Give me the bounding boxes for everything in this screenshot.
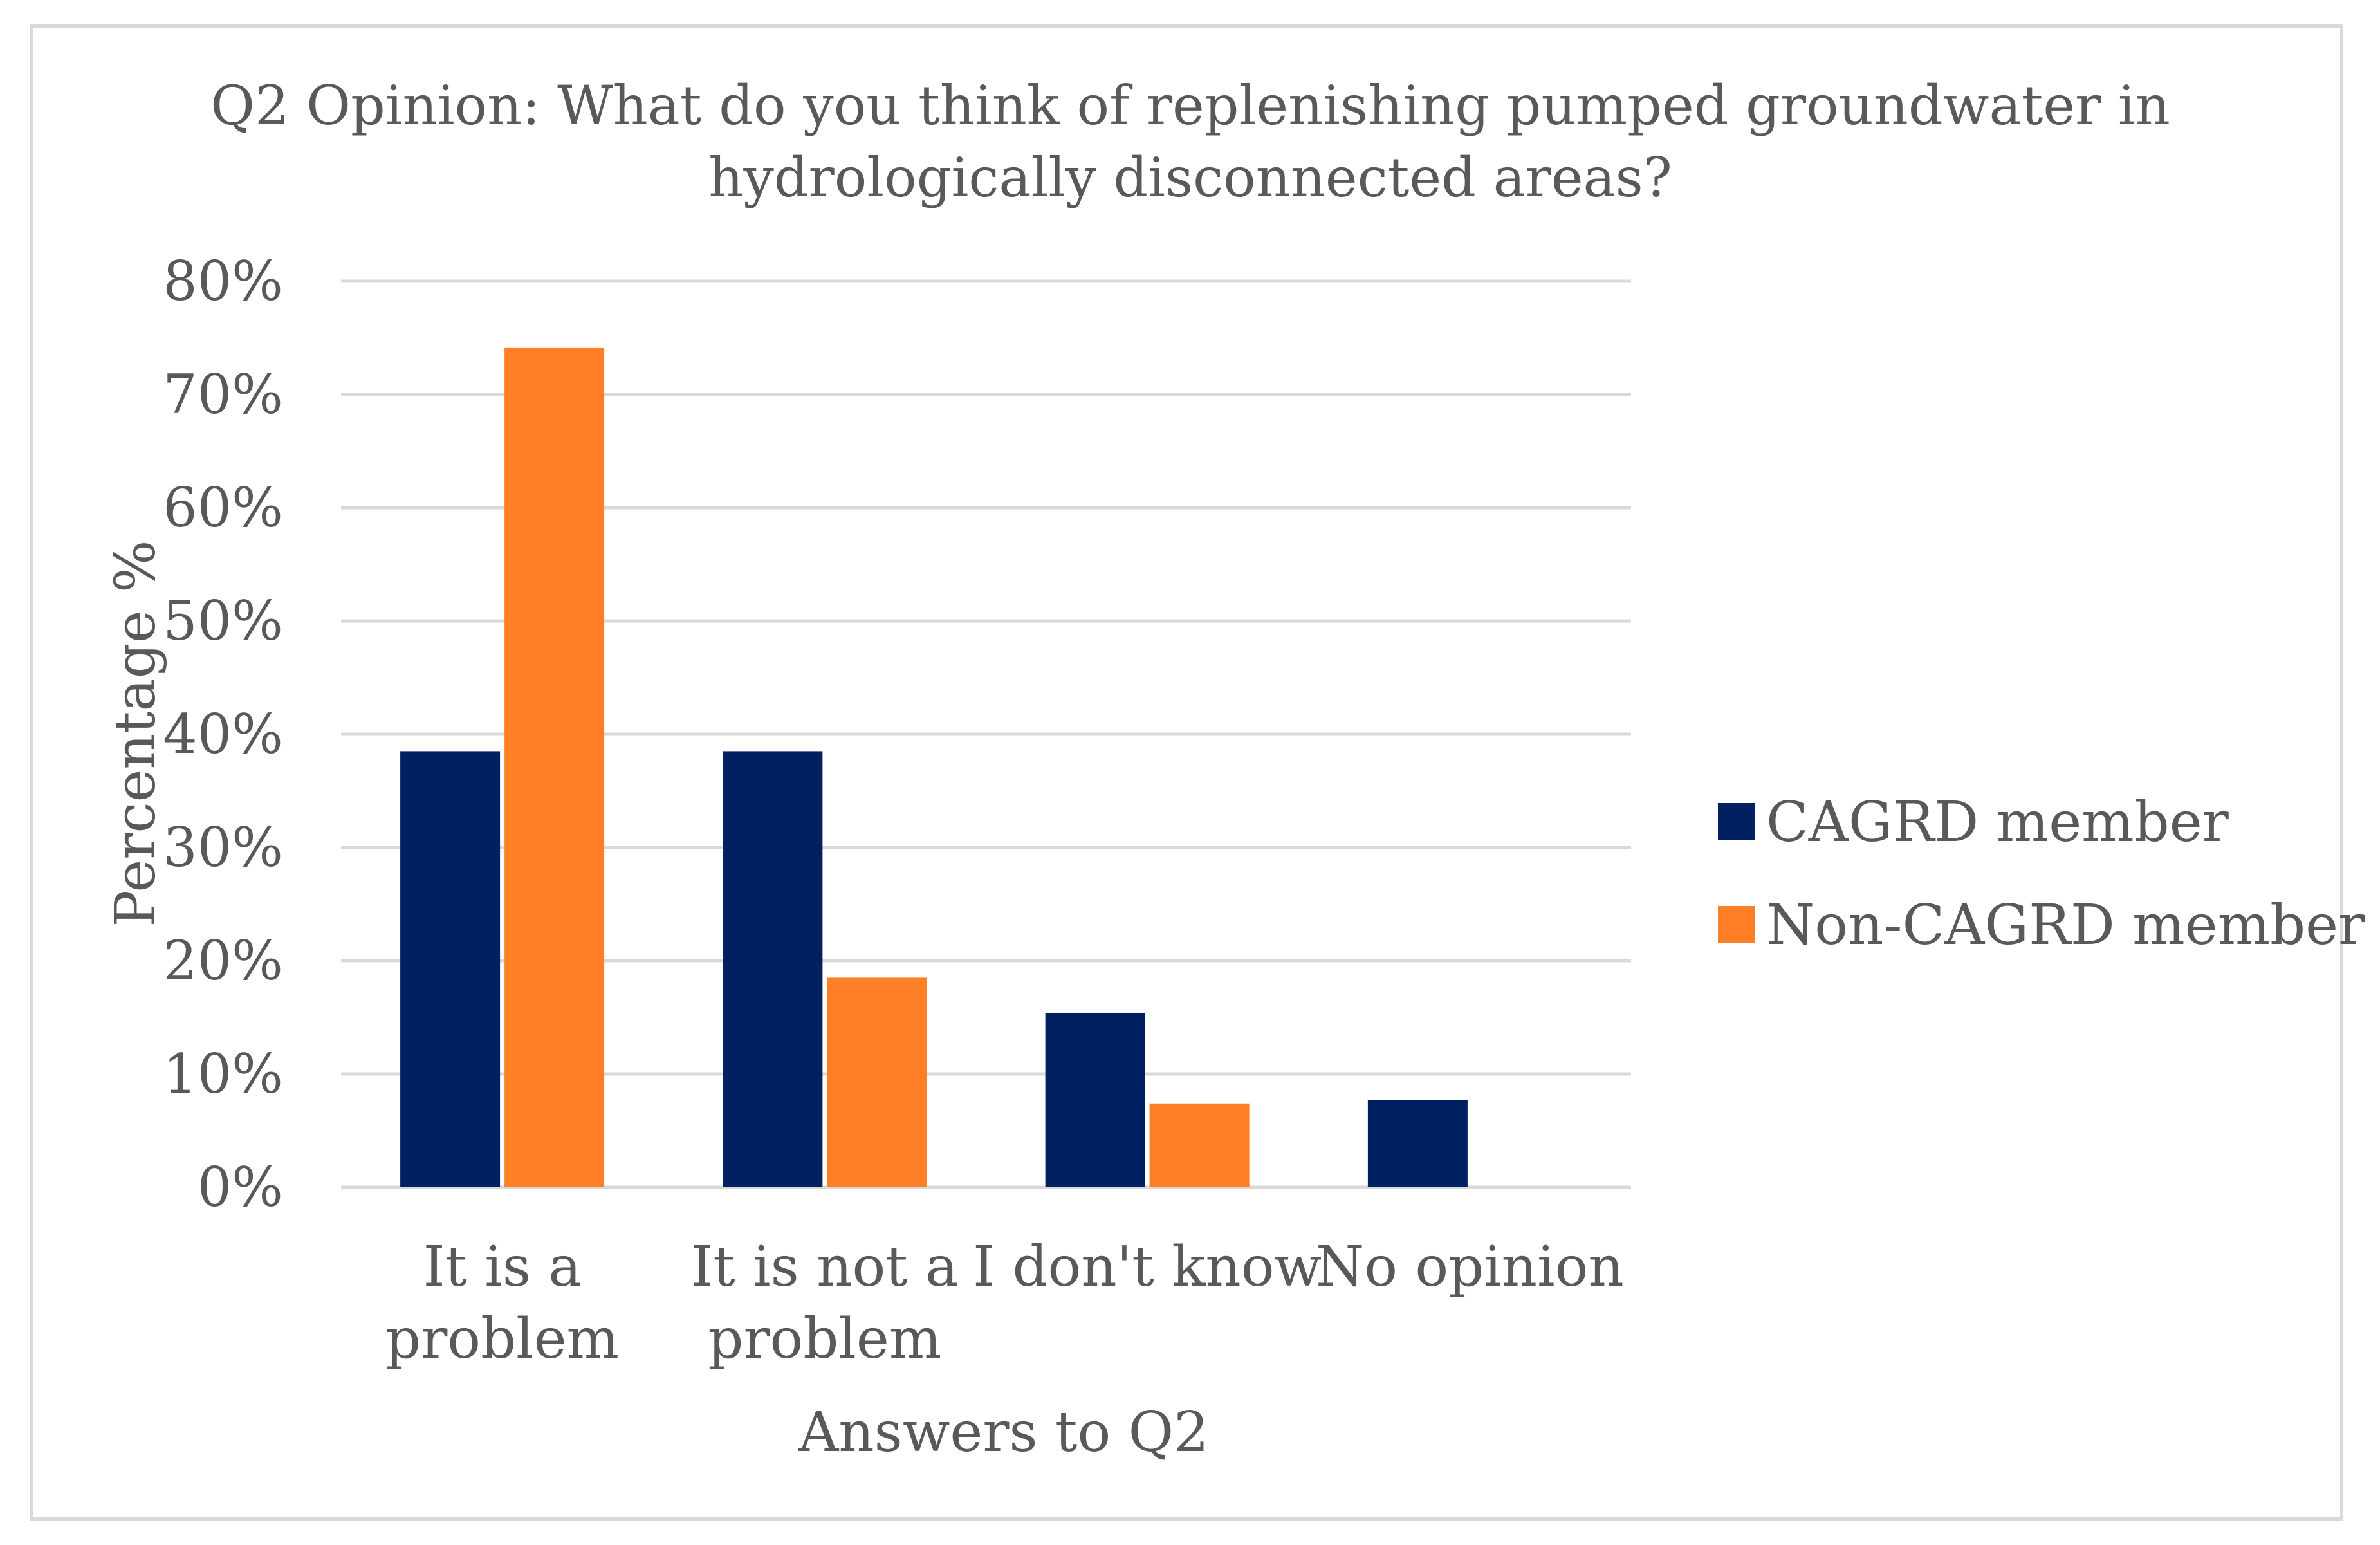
x-category-label: I don't know xyxy=(973,1235,1322,1299)
bars xyxy=(400,347,1468,1187)
chart-title-line-1: Q2 Opinion: What do you think of repleni… xyxy=(210,74,2170,137)
legend-label: CAGRD member xyxy=(1766,790,2229,855)
x-category-label: It is a xyxy=(423,1235,582,1299)
x-category-label: problem xyxy=(708,1307,941,1371)
legend: CAGRD member Non-CAGRD member xyxy=(1718,790,2365,958)
y-axis-tick-labels: 0% 10% 20% 30% 40% 50% 60% 70% 80% xyxy=(163,250,283,1219)
legend-swatch xyxy=(1718,906,1755,943)
bar-non-cagrd-member-2 xyxy=(1149,1103,1250,1187)
bar-non-cagrd-member-1 xyxy=(827,977,927,1187)
y-tick-label: 60% xyxy=(163,476,283,539)
bar-non-cagrd-member-0 xyxy=(504,347,605,1187)
bar-cagrd-member-3 xyxy=(1367,1100,1468,1187)
y-tick-label: 70% xyxy=(163,363,283,426)
bar-cagrd-member-0 xyxy=(400,751,501,1187)
legend-swatch xyxy=(1718,803,1755,840)
y-tick-label: 40% xyxy=(163,703,283,766)
y-tick-label: 80% xyxy=(163,250,283,313)
bar-cagrd-member-1 xyxy=(723,751,823,1187)
legend-label: Non-CAGRD member xyxy=(1766,893,2365,958)
x-axis-category-labels: It is a problem It is not a problem I don't … xyxy=(385,1235,1624,1371)
y-tick-label: 30% xyxy=(163,816,283,879)
x-category-label: No opinion xyxy=(1316,1235,1624,1299)
y-axis-title: Percentage % xyxy=(104,540,168,927)
chart-title-line-2: hydrologically disconnected areas? xyxy=(708,146,1672,209)
chart-title: Q2 Opinion: What do you think of repleni… xyxy=(210,74,2170,209)
x-axis-title: Answers to Q2 xyxy=(798,1400,1209,1465)
x-category-label: problem xyxy=(385,1307,619,1371)
y-tick-label: 20% xyxy=(163,929,283,992)
y-tick-label: 10% xyxy=(163,1042,283,1106)
y-tick-label: 50% xyxy=(163,589,283,652)
x-category-label: It is not a xyxy=(691,1235,958,1299)
y-tick-label: 0% xyxy=(198,1156,283,1219)
bar-cagrd-member-2 xyxy=(1045,1012,1145,1187)
